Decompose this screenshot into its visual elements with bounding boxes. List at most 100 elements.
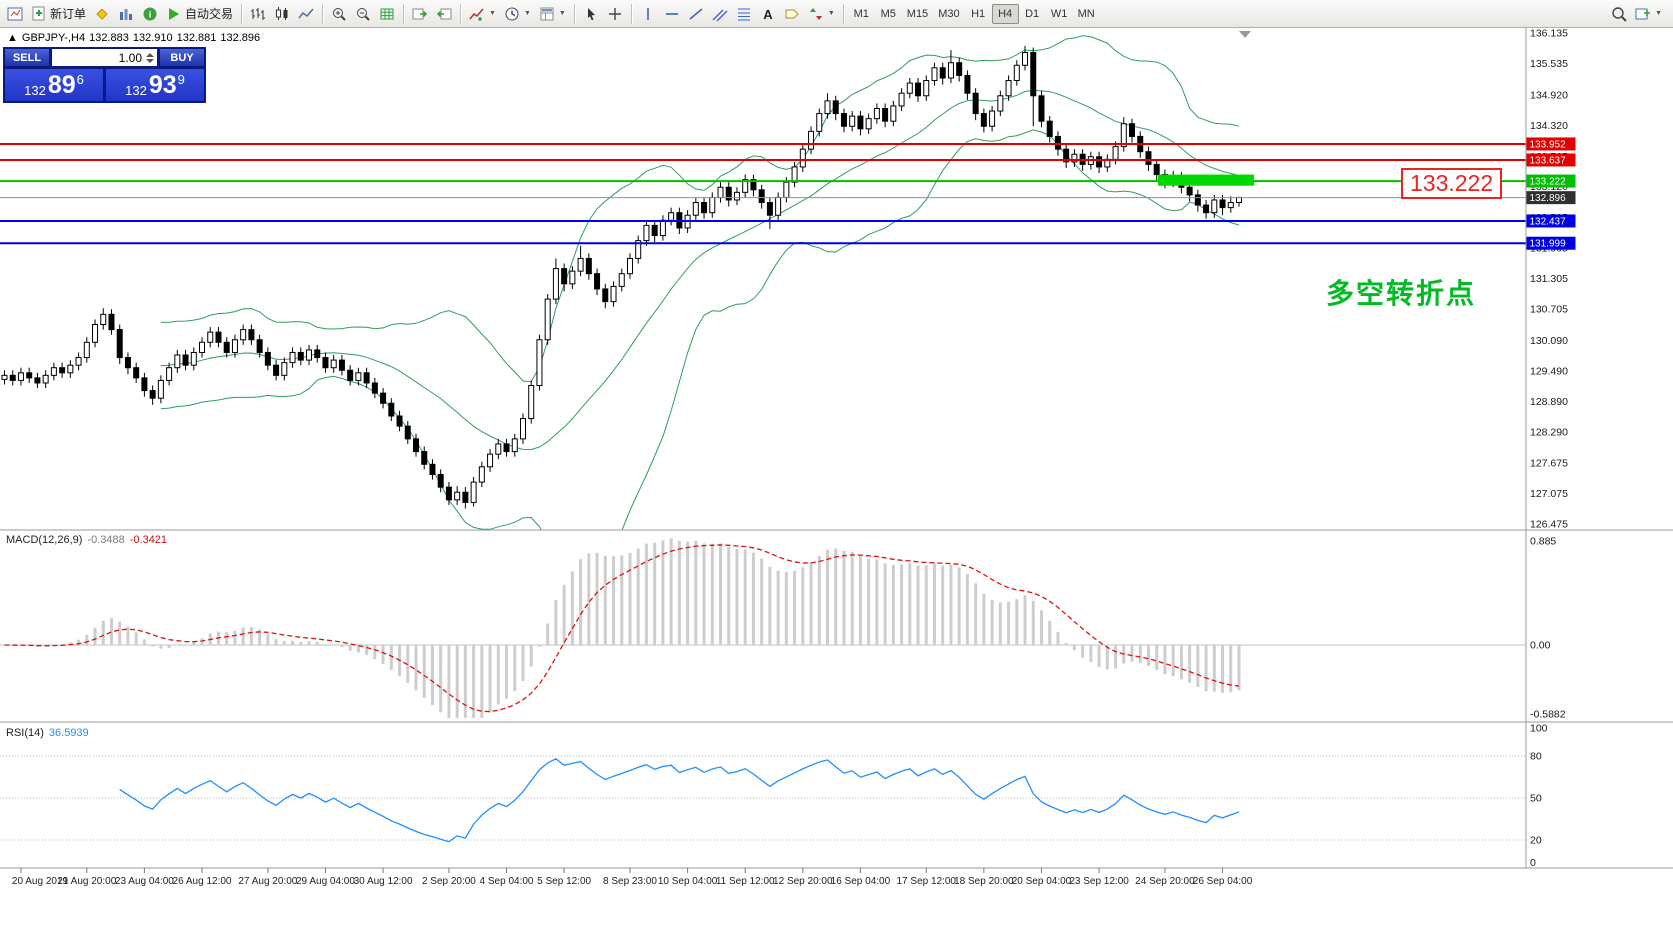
crosshair-icon: [607, 6, 623, 22]
periods-button[interactable]: ▼: [500, 2, 535, 26]
new-chart-button[interactable]: ▼: [1631, 2, 1666, 26]
bar-chart-mode-button[interactable]: [246, 2, 270, 26]
candle: [791, 166, 798, 183]
time-axis-label: 21 Aug 20:00: [57, 876, 116, 887]
zoom-in-button[interactable]: [327, 2, 351, 26]
candlestick-mode-button[interactable]: [270, 2, 294, 26]
zoom-out-icon: [355, 6, 371, 22]
candle: [322, 357, 329, 369]
candle: [989, 110, 996, 127]
templates-button[interactable]: ▼: [535, 2, 570, 26]
new-order-button[interactable]: 新订单: [27, 2, 90, 26]
candle: [561, 268, 568, 285]
search-icon: [1611, 6, 1627, 22]
chart-window-button[interactable]: [3, 2, 27, 26]
line-chart-mode-button[interactable]: [294, 2, 318, 26]
fibonacci-button[interactable]: [732, 2, 756, 26]
candle: [635, 240, 642, 259]
candle: [1054, 135, 1061, 150]
indicators-button[interactable]: ▼: [465, 2, 500, 26]
annotation-turning-point[interactable]: 多空转折点: [1326, 278, 1477, 309]
candle: [849, 115, 856, 127]
candle: [437, 473, 444, 488]
ohlc-open: 132.883: [89, 32, 129, 44]
candle: [1063, 148, 1070, 163]
price-axis-label: 129.490: [1530, 365, 1568, 377]
volume-value[interactable]: 1.00: [118, 50, 142, 65]
sell-price-box[interactable]: 132 89 6: [4, 68, 104, 102]
buy-button[interactable]: BUY: [159, 48, 205, 67]
candle: [594, 273, 601, 290]
auto-scroll-button[interactable]: [408, 2, 432, 26]
caret-down-icon: ▼: [1655, 10, 1662, 17]
caret-down-icon: ▼: [523, 10, 531, 17]
cursor-button[interactable]: [579, 2, 603, 26]
timeframe-m5[interactable]: M5: [875, 4, 902, 24]
volume-field[interactable]: 1.00: [51, 48, 158, 67]
mql-community-button[interactable]: [90, 2, 114, 26]
timeframe-w1[interactable]: W1: [1046, 4, 1073, 24]
chart-area[interactable]: 136.135135.535134.920134.320133.705133.1…: [0, 28, 1673, 951]
timeframe-m30[interactable]: M30: [933, 4, 964, 24]
candle: [1013, 64, 1020, 82]
timeframe-d1[interactable]: D1: [1019, 4, 1046, 24]
trendline-button[interactable]: [684, 2, 708, 26]
chart-shift-marker-icon[interactable]: [1239, 31, 1251, 38]
caret-down-icon: ▼: [558, 10, 566, 17]
candle: [380, 392, 387, 404]
candle: [783, 181, 790, 198]
toolbar-separator: [842, 3, 844, 24]
price-chart-canvas[interactable]: 136.135135.535134.920134.320133.705133.1…: [0, 28, 1673, 951]
candle: [536, 339, 543, 387]
autotrading-button[interactable]: 自动交易: [162, 2, 237, 26]
spin-down-icon[interactable]: [146, 58, 154, 63]
vertical-line-button[interactable]: [636, 2, 660, 26]
candle: [17, 372, 24, 381]
text-button[interactable]: A: [756, 2, 780, 26]
candle: [544, 298, 551, 341]
data-window-button[interactable]: i: [138, 2, 162, 26]
arrows-button[interactable]: ▼: [804, 2, 839, 26]
candle: [42, 374, 49, 384]
highlight-zone[interactable]: [1158, 174, 1254, 186]
timeframe-h1[interactable]: H1: [965, 4, 992, 24]
candle: [577, 257, 584, 272]
candle: [1038, 95, 1045, 122]
price-note-label[interactable]: 133.222: [1401, 168, 1503, 199]
timeframe-m1[interactable]: M1: [848, 4, 875, 24]
crosshair-button[interactable]: [603, 2, 627, 26]
zoom-out-button[interactable]: [351, 2, 375, 26]
spin-up-icon[interactable]: [146, 52, 154, 57]
timeframe-mn[interactable]: MN: [1073, 4, 1100, 24]
equidistant-channel-button[interactable]: [708, 2, 732, 26]
volume-stepper[interactable]: [146, 52, 154, 63]
search-symbol-button[interactable]: [1607, 2, 1631, 26]
candle: [733, 191, 740, 201]
candle: [799, 148, 806, 168]
candle: [701, 202, 708, 214]
candle: [947, 62, 954, 79]
sell-button[interactable]: SELL: [4, 48, 50, 67]
horizontal-line-button[interactable]: [660, 2, 684, 26]
candle: [1186, 186, 1193, 196]
candle: [1112, 146, 1119, 160]
timeframe-m15[interactable]: M15: [902, 4, 933, 24]
text-label-button[interactable]: [780, 2, 804, 26]
time-axis-label: 4 Sep 04:00: [480, 876, 534, 887]
candle: [273, 364, 280, 376]
timeframe-h4[interactable]: H4: [991, 3, 1019, 24]
candle: [1153, 163, 1160, 176]
columns-icon: [118, 6, 134, 22]
chart-shift-button[interactable]: [432, 2, 456, 26]
grid-icon: [379, 6, 395, 22]
tile-windows-button[interactable]: [375, 2, 399, 26]
candle: [1046, 120, 1053, 137]
template-icon: [539, 6, 555, 22]
candle: [840, 113, 847, 127]
buy-price-box[interactable]: 132 93 9: [105, 68, 205, 102]
new-order-icon: [31, 6, 47, 22]
candle: [67, 364, 74, 374]
time-axis-label: 29 Aug 04:00: [296, 876, 355, 887]
candle: [857, 115, 864, 130]
market-watch-button[interactable]: [114, 2, 138, 26]
